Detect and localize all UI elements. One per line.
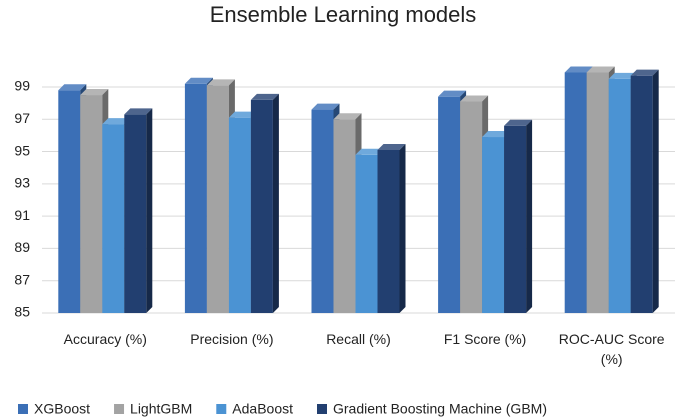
bar-front	[333, 119, 356, 314]
bar-front	[564, 72, 587, 313]
legend-label: LightGBM	[130, 401, 192, 417]
bar	[250, 93, 279, 313]
bar-top	[438, 90, 467, 97]
bar-top	[377, 143, 406, 150]
legend-label: AdaBoost	[232, 401, 293, 417]
x-tick-label: Recall (%)	[326, 331, 391, 347]
bar-front	[586, 72, 609, 313]
bar-top	[482, 131, 511, 138]
bar-front	[608, 78, 631, 313]
bar-top	[124, 108, 153, 115]
bar-front	[58, 90, 81, 313]
bar	[377, 143, 406, 313]
bar	[630, 69, 659, 313]
x-tick-label: F1 Score (%)	[443, 331, 527, 347]
bar-front	[630, 75, 653, 313]
bar-top	[184, 77, 213, 84]
bar-top	[630, 69, 659, 76]
bar-front	[355, 154, 378, 313]
legend-swatch	[216, 404, 227, 414]
bar-front	[438, 96, 461, 313]
y-tick-label: 85	[14, 304, 30, 320]
bar-top	[58, 84, 87, 91]
bar-front	[482, 137, 505, 313]
bar-top	[504, 119, 533, 126]
legend-label: XGBoost	[34, 401, 90, 417]
bar-front	[377, 149, 400, 313]
bar-top	[80, 89, 109, 96]
bar-side	[146, 108, 153, 314]
bar-top	[311, 103, 340, 110]
chart-title: Ensemble Learning models	[210, 2, 477, 27]
bar-top	[102, 118, 131, 125]
y-tick-label: 89	[14, 239, 30, 255]
y-tick-label: 93	[14, 175, 30, 191]
bar-front	[206, 85, 229, 313]
bar-front	[80, 95, 103, 313]
bar-top	[206, 79, 235, 86]
bar	[124, 108, 153, 314]
bar-top	[228, 111, 257, 118]
y-tick-label: 97	[14, 110, 30, 126]
legend-swatch	[114, 404, 125, 414]
y-tick-label: 95	[14, 142, 30, 158]
bar-top	[250, 93, 279, 100]
bar-side	[272, 93, 279, 313]
bar-front	[504, 125, 527, 313]
bar-top	[564, 66, 593, 73]
x-tick-label: Accuracy (%)	[63, 331, 147, 347]
bar-top	[586, 66, 615, 73]
y-tick-label: 87	[14, 271, 30, 287]
bar-front	[311, 109, 334, 314]
x-tick-label: ROC-AUC Score (%)	[558, 331, 665, 367]
bar-front	[124, 114, 147, 314]
bar-front	[460, 101, 483, 313]
bar-top	[333, 113, 362, 120]
bar-top	[608, 72, 637, 79]
bar-front	[184, 83, 207, 313]
y-tick-label: 99	[14, 78, 30, 94]
bar	[504, 119, 533, 313]
bar-front	[102, 124, 125, 313]
legend-swatch	[18, 404, 28, 414]
legend-swatch	[317, 404, 327, 414]
legend-label: Gradient Boosting Machine (GBM)	[333, 401, 547, 417]
bar-top	[460, 95, 489, 102]
bar-side	[652, 69, 659, 313]
y-tick-label: 91	[14, 207, 30, 223]
bar-front	[228, 117, 251, 314]
bar-side	[399, 143, 406, 313]
bar-top	[355, 148, 384, 155]
bar-side	[526, 119, 533, 313]
x-tick-label: Precision (%)	[190, 331, 274, 347]
bar-front	[250, 99, 273, 313]
